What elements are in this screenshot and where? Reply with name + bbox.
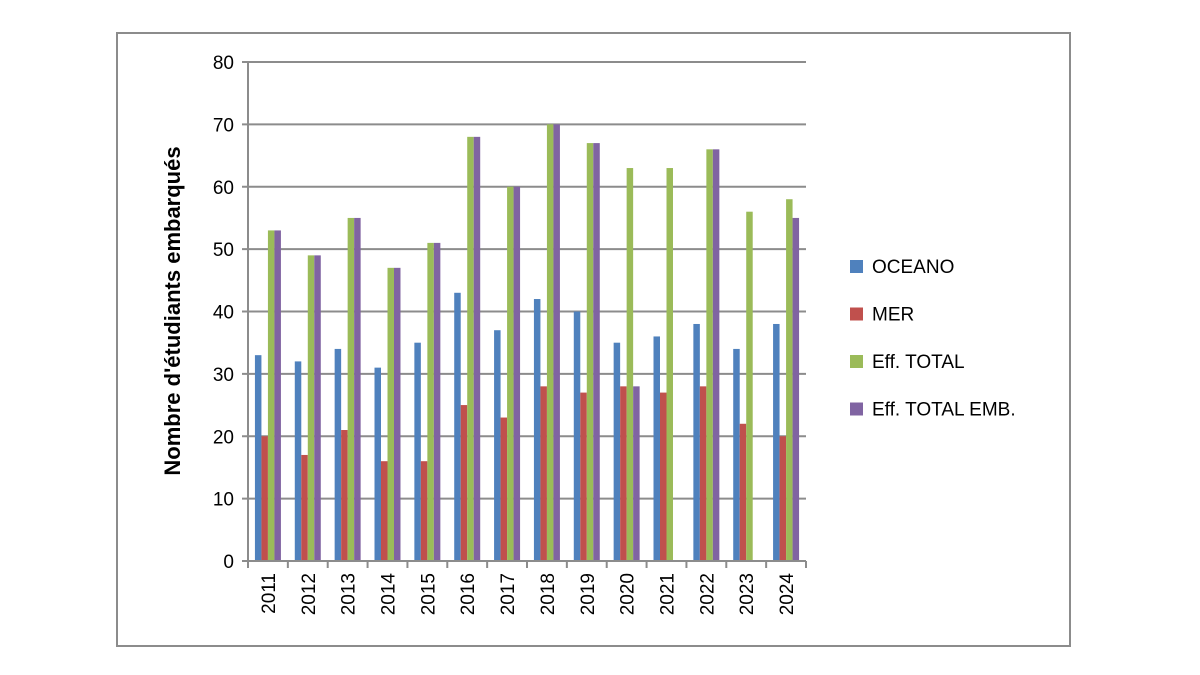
legend-label: MER — [872, 305, 914, 326]
bar-mer-2019 — [580, 392, 587, 561]
bar-eff-total-2023 — [746, 211, 753, 561]
bar-eff-total-2020 — [626, 168, 634, 561]
x-tick-label: 2019 — [578, 573, 599, 615]
y-tick-label: 20 — [213, 427, 234, 448]
bar-mer-2020 — [620, 386, 627, 561]
bar-mer-2013 — [341, 430, 348, 561]
y-tick-label: 60 — [213, 178, 234, 199]
bar-eff-total-emb-2012 — [314, 255, 321, 562]
bar-eff-total-2011 — [267, 230, 275, 561]
y-axis-title: Nombre d'étudiants embarqués — [160, 146, 185, 475]
y-tick-label: 10 — [213, 490, 234, 511]
y-tick-label: 50 — [213, 240, 234, 261]
bar-eff-total-2024 — [786, 199, 793, 561]
bar-oceano-2012 — [294, 361, 302, 561]
bar-eff-total-2012 — [307, 255, 315, 562]
bar-mer-2023 — [739, 423, 747, 561]
y-tick-labels: 0 10 20 30 40 50 60 70 80 — [213, 53, 234, 573]
x-tick-label: 2018 — [538, 573, 559, 615]
bar-oceano-2014 — [374, 367, 381, 561]
x-tick-label: 2023 — [737, 573, 758, 615]
x-tick-label: 2024 — [777, 573, 798, 616]
x-tick-label: 2021 — [658, 573, 679, 615]
x-tick-label: 2016 — [458, 573, 479, 615]
bar-eff-total-emb-2024 — [792, 217, 800, 561]
x-tick-label: 2015 — [418, 573, 439, 615]
legend: OCEANO MER Eff. TOTAL Eff. TOTAL EMB. — [850, 257, 1016, 421]
bar-oceano-2015 — [414, 342, 421, 561]
bar-mer-2015 — [420, 461, 428, 561]
bar-eff-total-2014 — [387, 267, 394, 561]
x-tick-label: 2022 — [697, 573, 718, 615]
axes — [247, 62, 807, 568]
bar-eff-total-emb-2016 — [473, 136, 481, 561]
bar-mer-2024 — [779, 436, 787, 561]
bar-eff-total-emb-2018 — [553, 124, 560, 561]
bar-oceano-2019 — [573, 311, 581, 561]
bar-eff-total-2015 — [427, 242, 434, 561]
y-tick-label: 40 — [213, 303, 234, 324]
y-tick-label: 30 — [213, 365, 234, 386]
bar-oceano-2013 — [334, 348, 342, 561]
bar-eff-total-2016 — [467, 136, 474, 561]
bar-eff-total-emb-2015 — [433, 242, 441, 561]
x-tick-label: 2017 — [498, 573, 519, 615]
legend-swatch — [850, 260, 863, 273]
bar-mer-2012 — [301, 454, 308, 561]
bar-mer-2011 — [261, 436, 268, 561]
bar-eff-total-emb-2017 — [513, 186, 521, 561]
x-tick-label: 2013 — [339, 573, 360, 615]
bar-eff-total-2017 — [507, 186, 514, 561]
bar-oceano-2020 — [613, 342, 621, 561]
legend-swatch — [850, 355, 863, 368]
bar-mer-2022 — [699, 386, 707, 561]
legend-label: Eff. TOTAL — [872, 352, 965, 373]
legend-label: OCEANO — [872, 257, 954, 278]
x-tick-labels: 2011 2012 2013 2014 2015 2016 2017 2018 2019 2020… — [259, 573, 798, 616]
bar-eff-total-2013 — [347, 217, 355, 561]
gridlines — [242, 61, 806, 562]
bar-eff-total-emb-2011 — [274, 230, 281, 561]
bar-oceano-2017 — [494, 330, 501, 561]
bar-mer-2018 — [540, 386, 547, 561]
bar-oceano-2021 — [653, 336, 660, 561]
x-tick-label: 2011 — [259, 573, 280, 614]
bar-eff-total-emb-2020 — [633, 386, 640, 561]
x-tick-label: 2020 — [618, 573, 639, 615]
bar-mer-2021 — [660, 392, 667, 561]
bar-oceano-2011 — [254, 355, 262, 561]
bar-oceano-2018 — [533, 299, 541, 561]
bar-eff-total-2018 — [546, 124, 554, 561]
bar-mer-2017 — [500, 417, 508, 561]
bar-oceano-2023 — [733, 348, 740, 561]
x-tick-label: 2012 — [299, 573, 320, 615]
y-tick-label: 0 — [223, 552, 234, 573]
bar-oceano-2022 — [693, 323, 700, 561]
y-tick-label: 70 — [213, 115, 234, 136]
bars — [254, 124, 800, 562]
bar-oceano-2024 — [773, 323, 780, 561]
bar-eff-total-emb-2013 — [354, 217, 361, 561]
legend-label: Eff. TOTAL EMB. — [872, 400, 1016, 421]
bar-mer-2016 — [460, 405, 468, 561]
bar-eff-total-2019 — [586, 143, 594, 561]
legend-swatch — [850, 307, 863, 321]
y-tick-label: 80 — [213, 53, 234, 74]
x-tick-label: 2014 — [379, 573, 400, 616]
bar-oceano-2016 — [454, 292, 461, 561]
bar-eff-total-emb-2019 — [593, 143, 600, 561]
bar-eff-total-2022 — [706, 149, 713, 561]
legend-swatch — [850, 402, 863, 416]
bar-mer-2014 — [381, 461, 388, 561]
bar-eff-total-emb-2022 — [712, 149, 720, 561]
bar-eff-total-emb-2014 — [394, 267, 401, 561]
bar-eff-total-2021 — [666, 168, 673, 561]
